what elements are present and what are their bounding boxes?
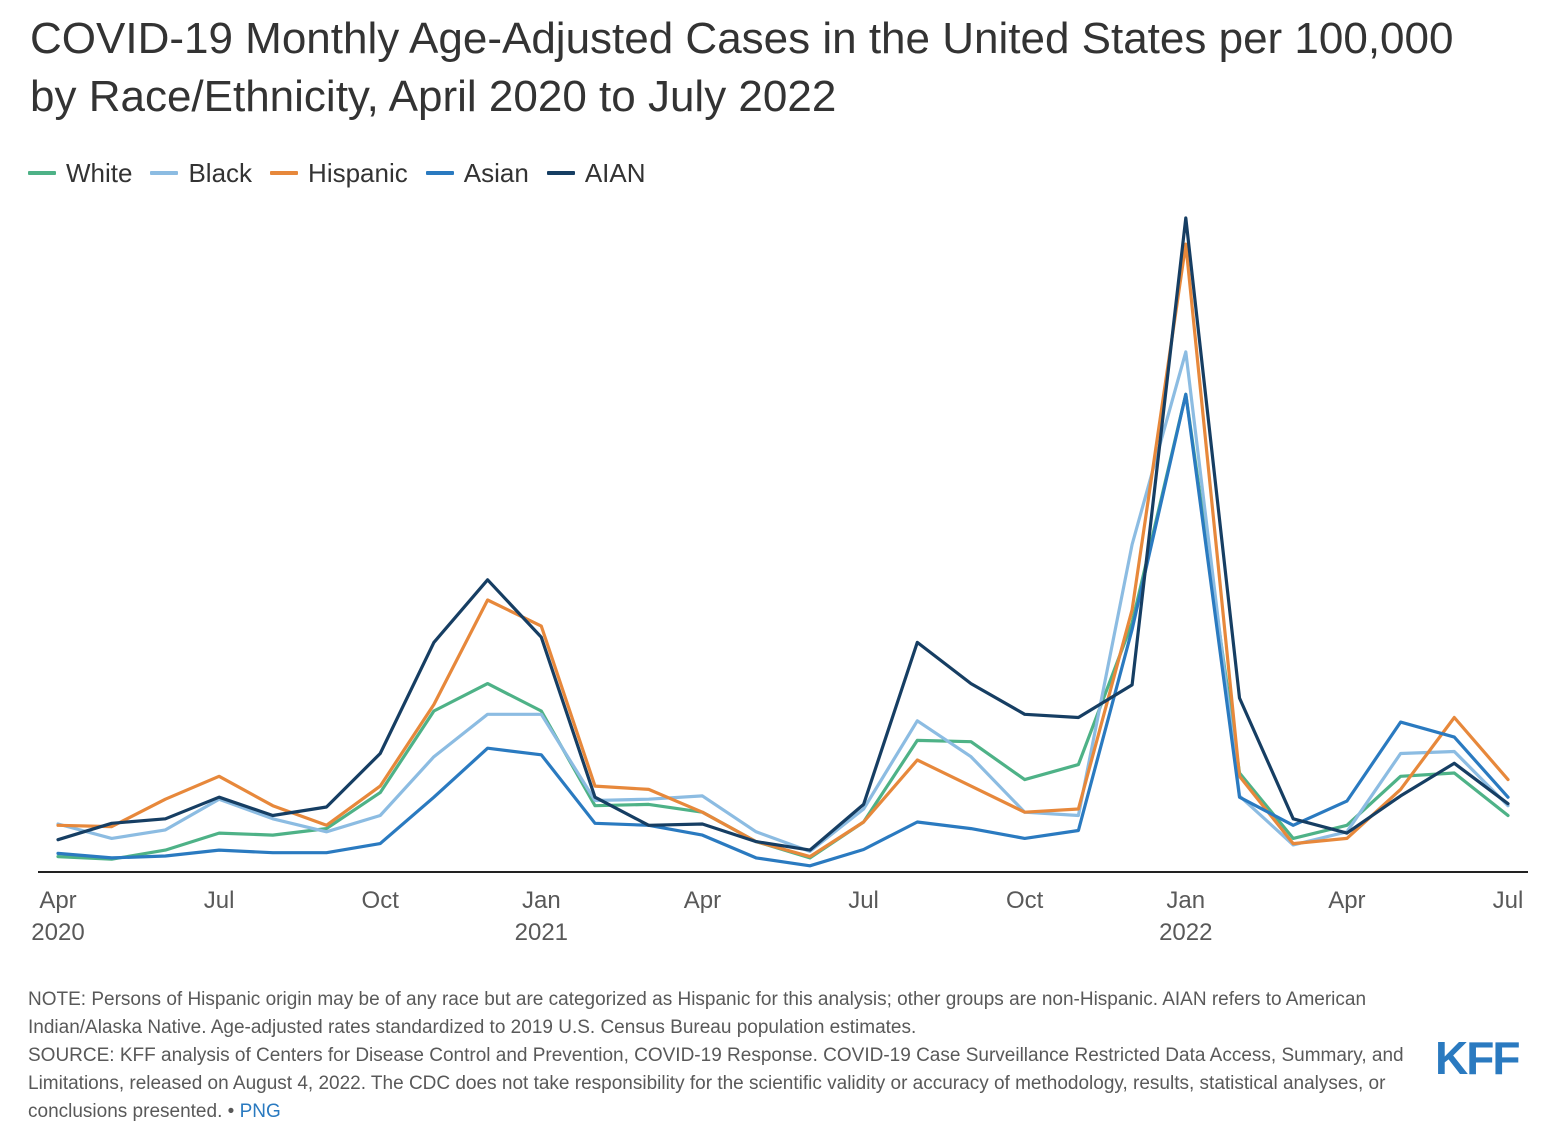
legend-label: Black <box>188 157 253 188</box>
legend-item-white: White <box>28 158 132 189</box>
x-tick-label: Oct <box>362 887 400 914</box>
series-line-white <box>56 392 1510 861</box>
legend-swatch <box>28 171 56 175</box>
x-tick-label: Oct <box>1006 887 1044 914</box>
x-tick-label: Jan <box>1166 887 1205 914</box>
x-tick-label: Apr <box>1328 887 1365 914</box>
x-tick-label: Jul <box>848 887 879 914</box>
kff-logo: KFF <box>1435 1034 1521 1078</box>
legend-swatch <box>270 171 299 175</box>
logo-text: KFF <box>1435 1034 1519 1078</box>
legend-label: White <box>66 157 133 188</box>
legend-label: Hispanic <box>308 157 408 188</box>
x-tick-label: Jul <box>204 887 235 914</box>
x-tick-label: Jul <box>1493 887 1524 914</box>
source-body: SOURCE: KFF analysis of Centers for Dise… <box>28 1045 1404 1122</box>
note-text: NOTE: Persons of Hispanic origin may be … <box>28 989 1367 1038</box>
chart-title: COVID-19 Monthly Age-Adjusted Cases in t… <box>30 14 1454 121</box>
x-tick-year-label: 2021 <box>515 919 568 946</box>
series-line-black <box>56 350 1510 854</box>
legend-item-aian: AIAN <box>546 157 646 189</box>
legend-item-hispanic: Hispanic <box>270 158 408 189</box>
png-download-link[interactable]: PNG <box>239 1101 281 1122</box>
legend-swatch <box>150 171 179 175</box>
x-tick-year-label: 2020 <box>31 919 84 946</box>
legend-item-asian: Asian <box>425 157 529 189</box>
legend-swatch <box>546 171 575 175</box>
chart-footer: NOTE: Persons of Hispanic origin may be … <box>28 986 1408 1126</box>
x-tick-label: Apr <box>39 887 76 914</box>
x-tick-year-label: 2022 <box>1159 919 1212 946</box>
x-tick-label: Jan <box>522 887 561 914</box>
series-line-asian <box>56 392 1510 868</box>
legend-swatch <box>425 171 454 175</box>
x-tick-label: Apr <box>684 887 721 914</box>
source-text: SOURCE: KFF analysis of Centers for Dise… <box>28 1042 1408 1126</box>
series-line-hispanic <box>56 242 1510 859</box>
legend-label: AIAN <box>584 157 646 188</box>
series-line-aian <box>56 216 1510 852</box>
line-chart: Apr 2020 Jul Oct Jan 2021 Apr Jul Oct Jan 2022 Apr J… <box>31 216 1528 946</box>
legend-item-black: Black <box>150 158 252 189</box>
chart-legend: White Black Hispanic Asian AIAN <box>28 155 664 191</box>
legend-label: Asian <box>463 157 529 188</box>
